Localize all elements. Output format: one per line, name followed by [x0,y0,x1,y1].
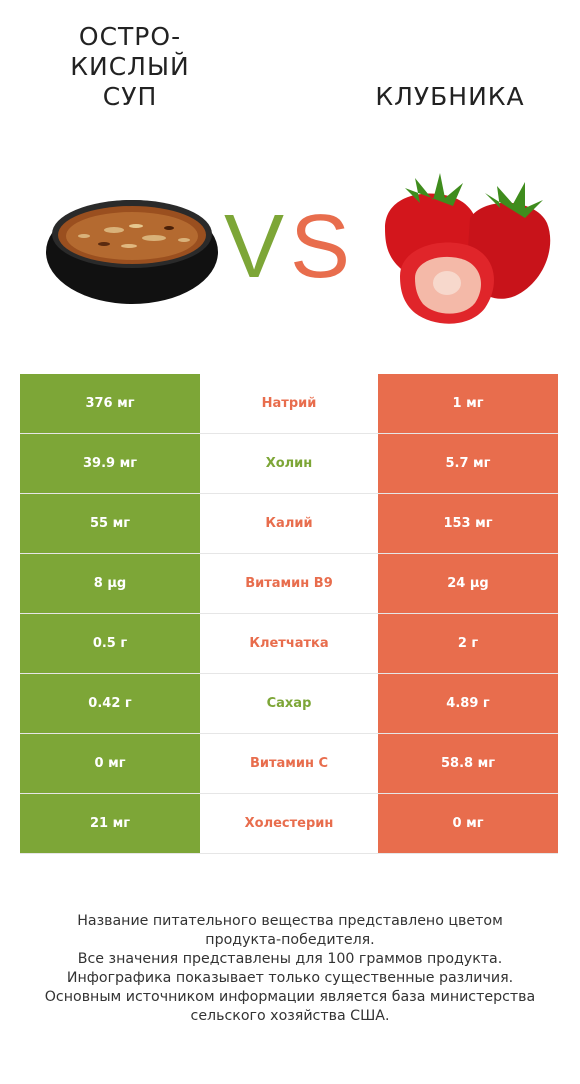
vs-v-letter: V [224,197,284,285]
table-row: 0.42 г Сахар 4.89 г [20,674,558,733]
strawberry-image [385,173,551,324]
footer-line: Все значения представлены для 100 граммо… [77,951,503,967]
left-value: 0 мг [20,734,200,793]
right-value: 58.8 мг [378,734,558,793]
footer-line: продукта-победителя. [205,932,375,948]
table-row: 21 мг Холестерин 0 мг [20,794,558,853]
row-divider [20,793,558,794]
table-bottom-border [20,853,558,854]
nutrient-name: Натрий [200,374,378,433]
right-value: 5.7 мг [378,434,558,493]
footer-line: Инфографика показывает только существенн… [66,970,514,986]
left-value: 39.9 мг [20,434,200,493]
right-value: 2 г [378,614,558,673]
nutrient-name: Сахар [200,674,378,733]
table-row: 0 мг Витамин C 58.8 мг [20,734,558,793]
table-row: 0.5 г Клетчатка 2 г [20,614,558,673]
right-value: 1 мг [378,374,558,433]
footer-line: сельского хозяйства США. [190,1008,390,1024]
row-divider [20,433,558,434]
vs-logo: V S [224,197,350,285]
nutrient-name: Калий [200,494,378,553]
left-value: 0.5 г [20,614,200,673]
left-value: 0.42 г [20,674,200,733]
nutrient-name: Холестерин [200,794,378,853]
left-value: 376 мг [20,374,200,433]
footer-note: Название питательного вещества представл… [20,912,560,1026]
right-value: 0 мг [378,794,558,853]
nutrient-name: Клетчатка [200,614,378,673]
nutrient-name: Холин [200,434,378,493]
row-divider [20,673,558,674]
left-value: 21 мг [20,794,200,853]
row-divider [20,733,558,734]
nutrient-name: Витамин C [200,734,378,793]
soup-bowl-image [46,200,218,304]
footer-line: Основным источником информации является … [44,989,536,1005]
vs-s-letter: S [290,197,350,285]
row-divider [20,553,558,554]
left-value: 8 µg [20,554,200,613]
table-row: 376 мг Натрий 1 мг [20,374,558,433]
left-value: 55 мг [20,494,200,553]
right-product-title: КЛУБНИКА [375,82,525,111]
footer-line: Название питательного вещества представл… [77,913,503,929]
right-value: 153 мг [378,494,558,553]
table-row: 39.9 мг Холин 5.7 мг [20,434,558,493]
right-value: 24 µg [378,554,558,613]
nutrient-name: Витамин B9 [200,554,378,613]
row-divider [20,613,558,614]
row-divider [20,493,558,494]
left-product-title: ОСТРО- КИСЛЫЙ СУП [70,22,190,111]
table-row: 55 мг Калий 153 мг [20,494,558,553]
right-value: 4.89 г [378,674,558,733]
table-row: 8 µg Витамин B9 24 µg [20,554,558,613]
